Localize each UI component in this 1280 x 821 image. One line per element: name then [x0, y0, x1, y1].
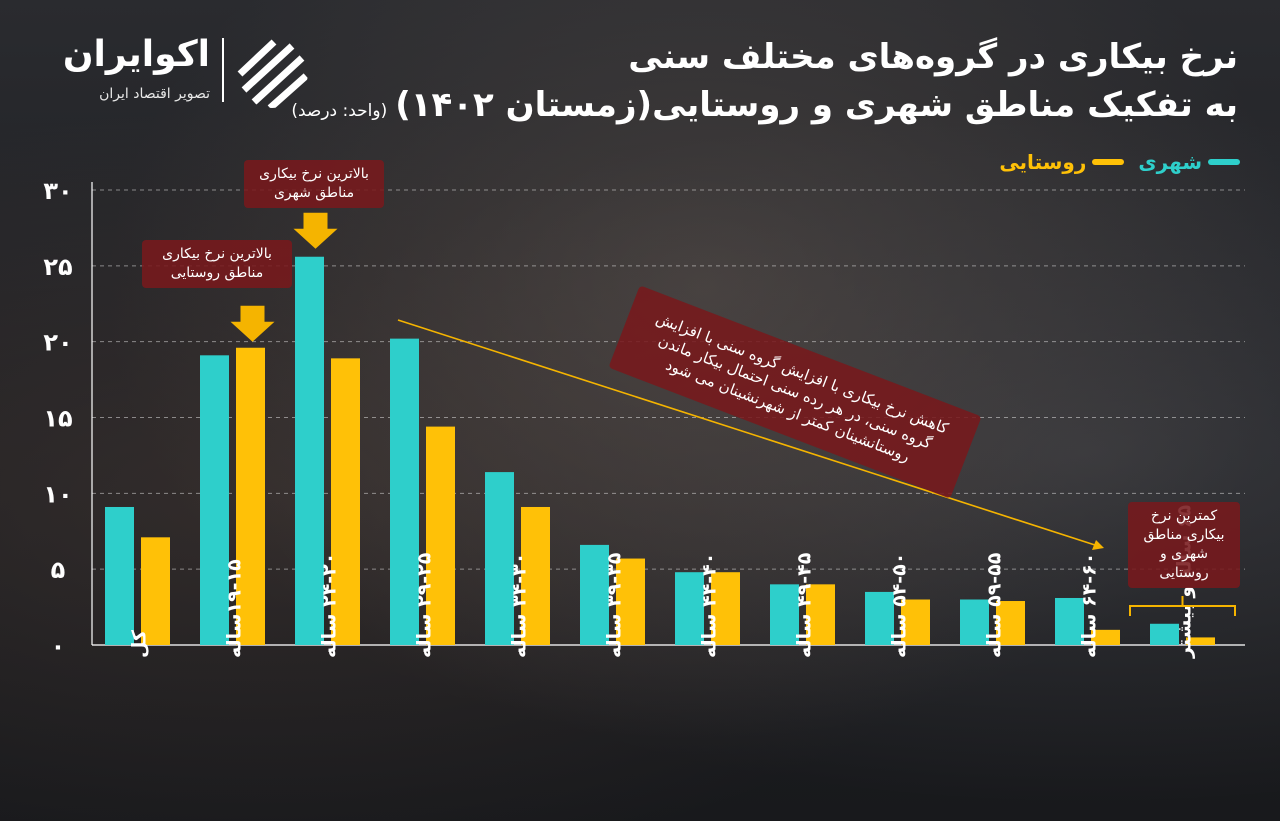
legend-label-urban: شهری [1138, 150, 1202, 174]
trend-arrowhead-icon [1092, 540, 1104, 550]
bar-urban [200, 355, 229, 645]
y-tick-label: ۱۰ [43, 480, 72, 508]
x-tick-label: ۳۹-۳۵ ساله [604, 552, 626, 658]
logo-subtitle: تصویر اقتصاد ایران [99, 86, 210, 102]
y-tick-label: ۲۵ [43, 253, 72, 281]
y-tick-label: ۳۰ [43, 177, 72, 205]
bar-rural [1091, 629, 1120, 645]
bar-rural [331, 358, 360, 645]
x-tick-label: ۴۹-۴۵ ساله [794, 552, 816, 658]
y-tick-label: ۵ [51, 556, 66, 584]
bar-rural [806, 584, 835, 645]
callout-max-urban: بالاترین نرخ بیکاری مناطق شهری [244, 160, 384, 208]
bar-urban [865, 591, 894, 645]
x-tick-label: ۱۹-۱۵ساله [224, 559, 246, 658]
bar-rural [426, 426, 455, 645]
bar-urban [485, 472, 514, 645]
chart-title: نرخ بیکاری در گروه‌های مختلف سنی به تفکی… [291, 34, 1238, 136]
title-line-2: به تفکیک مناطق شهری و روستایی(زمستان ۱۴۰… [291, 80, 1238, 136]
bar-rural [996, 601, 1025, 645]
bar-rural [236, 347, 265, 645]
x-tick-label: ۳۴-۳۰ ساله [509, 553, 531, 658]
callout-min: کمترین نرخ بیکاری مناطق شهری و روستایی [1128, 502, 1240, 588]
bar-urban [960, 599, 989, 645]
x-tick-label: ۶۴-۶۰ ساله [1079, 553, 1101, 658]
legend-swatch-urban [1208, 159, 1240, 165]
callout-min-text: کمترین نرخ بیکاری مناطق شهری و روستایی [1143, 508, 1225, 581]
y-tick-label: ۰ [51, 632, 66, 660]
bar-urban [770, 584, 799, 645]
bar-urban [1150, 623, 1179, 645]
callout-max-rural-text: بالاترین نرخ بیکاری مناطق روستایی [162, 246, 272, 281]
callout-max-urban-text: بالاترین نرخ بیکاری مناطق شهری [259, 166, 369, 201]
x-tick-label: ۵۴-۵۰ ساله [889, 553, 911, 658]
bar-rural [521, 506, 550, 645]
legend-label-rural: روستایی [999, 150, 1087, 174]
bar-rural [616, 558, 645, 645]
bar-rural [141, 537, 170, 645]
bar-rural [901, 599, 930, 645]
logo: اکوایران تصویر اقتصاد ایران [50, 32, 310, 112]
bar-urban [105, 506, 134, 645]
bar-urban [580, 544, 609, 645]
title-line-2-text: به تفکیک مناطق شهری و روستایی(زمستان ۱۴۰… [395, 85, 1238, 125]
legend-item-rural: روستایی [999, 150, 1125, 174]
legend: شهری روستایی [999, 150, 1240, 174]
x-tick-label: ۴۴-۴۰ ساله [699, 553, 721, 658]
unit-label: (واحد: درصد) [291, 101, 388, 121]
callout-max-rural: بالاترین نرخ بیکاری مناطق روستایی [142, 240, 292, 288]
x-tick-label: ۵۹-۵۵ ساله [984, 552, 1006, 658]
bar-rural [711, 572, 740, 645]
x-tick-label: ۲۹-۲۵ ساله [414, 552, 436, 658]
title-line-1: نرخ بیکاری در گروه‌های مختلف سنی [628, 37, 1238, 77]
y-tick-label: ۱۵ [43, 405, 72, 433]
min-bracket [1129, 596, 1236, 616]
arrow-max-urban-icon [293, 212, 338, 249]
logo-divider [222, 38, 224, 102]
x-tick-label: کل [129, 629, 151, 658]
bar-urban [1055, 597, 1084, 645]
bar-rural [1186, 637, 1215, 645]
legend-item-urban: شهری [1138, 150, 1240, 174]
logo-brand: اکوایران [62, 34, 210, 75]
x-tick-label: ۲۴-۲۰ ساله [319, 553, 341, 658]
bar-urban [295, 256, 324, 645]
y-tick-label: ۲۰ [43, 329, 72, 357]
arrow-max-rural-icon [230, 305, 275, 342]
bar-urban [390, 338, 419, 645]
logo-mark-icon [237, 39, 308, 108]
bar-urban [675, 572, 704, 645]
legend-swatch-rural [1092, 159, 1125, 165]
trend-line [397, 319, 1099, 547]
